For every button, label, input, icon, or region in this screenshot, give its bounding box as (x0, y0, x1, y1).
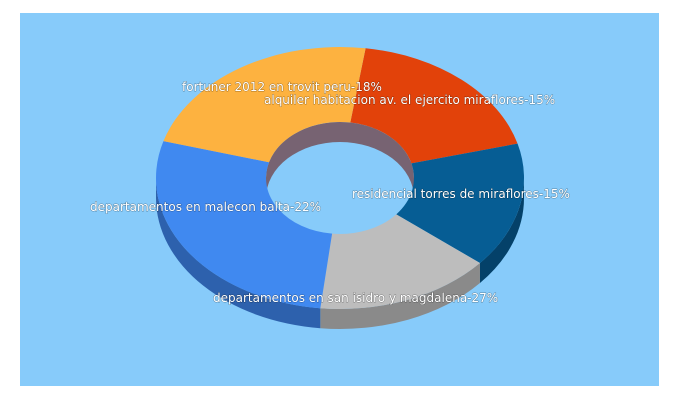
slice-residencial[interactable] (320, 214, 480, 310)
slice-sides (155, 178, 524, 330)
slice-label-san-isidro: departamentos en san isidro y magdalena-… (213, 291, 498, 305)
donut-hole-wall (266, 122, 414, 198)
slice-side-residencial (320, 263, 480, 330)
slice-tops (155, 46, 525, 310)
slice-label-malecon: departamentos en malecon balta-22% (90, 200, 321, 214)
slice-label-fortuner: fortuner 2012 en trovit peru-18% (182, 80, 382, 94)
slice-labels: fortuner 2012 en trovit peru-18% alquile… (90, 80, 571, 306)
slice-side-alquiler (479, 178, 524, 284)
donut-chart: fortuner 2012 en trovit peru-18% alquile… (90, 46, 571, 330)
slice-malecon[interactable] (163, 46, 366, 163)
slice-san-isidro[interactable] (155, 141, 333, 309)
slice-label-alquiler: alquiler habitacion av. el ejercito mira… (264, 93, 555, 107)
chart-panel: fortuner 2012 en trovit peru-18% alquile… (20, 13, 659, 386)
slice-label-residencial: residencial torres de miraflores-15% (352, 187, 570, 201)
slice-fortuner[interactable] (350, 48, 518, 164)
slice-alquiler[interactable] (396, 143, 525, 264)
donut-inner-wall (266, 122, 414, 198)
slice-side-san-isidro (155, 178, 321, 329)
